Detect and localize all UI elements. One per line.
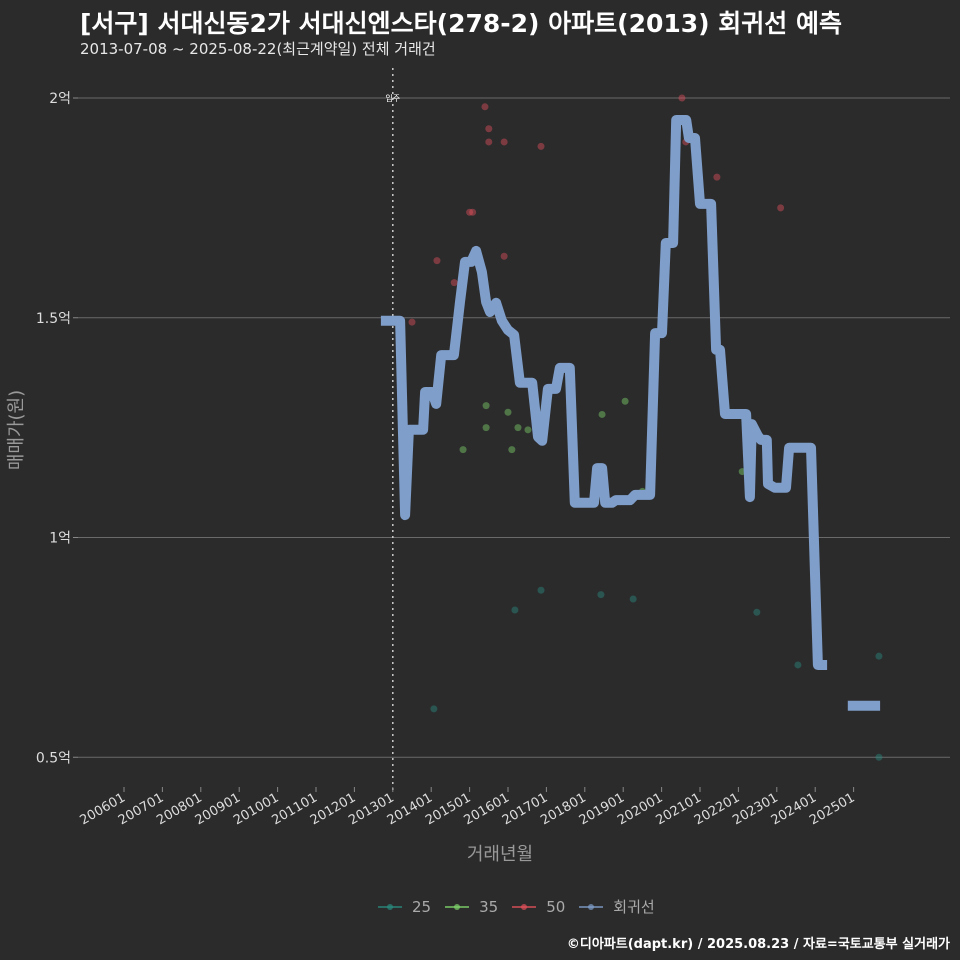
legend-label: 회귀선 <box>613 898 655 916</box>
data-point-50 <box>777 204 785 212</box>
move-in-annotation: 입주 <box>385 94 400 103</box>
data-point-35 <box>514 424 522 432</box>
y-tick-label: 0.5억 <box>36 750 71 766</box>
data-point-50 <box>466 208 474 216</box>
data-point-25 <box>511 606 519 614</box>
legend-item-25: 25 <box>378 898 431 916</box>
legend-key-icon <box>378 903 402 910</box>
legend-item-35: 35 <box>445 898 498 916</box>
legend-key-icon <box>512 903 537 910</box>
data-point-50 <box>481 103 489 111</box>
data-point-25 <box>597 591 605 599</box>
footer-credit: ©디아파트(dapt.kr) / 2025.08.23 / 자료=국토교통부 실… <box>566 937 950 952</box>
data-point-35 <box>621 397 629 405</box>
legend: 25 35 50 회귀선 <box>378 896 655 917</box>
data-point-25 <box>753 608 761 616</box>
legend-item-50: 50 <box>512 898 565 916</box>
legend-label: 50 <box>546 897 566 916</box>
data-point-50 <box>469 208 477 216</box>
data-point-35 <box>508 446 516 454</box>
data-point-50 <box>500 138 508 146</box>
data-point-50 <box>537 142 545 150</box>
data-point-50 <box>408 318 416 326</box>
data-point-25 <box>875 652 883 660</box>
data-point-50 <box>485 138 493 146</box>
y-tick-label: 2억 <box>49 91 71 107</box>
data-point-50 <box>713 173 721 181</box>
legend-key-icon <box>579 903 604 910</box>
data-point-50 <box>485 125 493 133</box>
data-point-25 <box>629 595 637 603</box>
data-point-50 <box>433 257 441 265</box>
legend-item-회귀선: 회귀선 <box>579 896 655 917</box>
chart-title: [서구] 서대신동2가 서대신엔스타(278-2) 아파트(2013) 회귀선 … <box>80 9 843 38</box>
data-point-25 <box>875 753 883 761</box>
y-tick-label: 1억 <box>49 531 71 547</box>
regression-line <box>380 115 881 711</box>
legend-label: 35 <box>479 897 499 916</box>
chart-subtitle: 2013-07-08 ~ 2025-08-22(최근계약일) 전체 거래건 <box>80 40 436 58</box>
y-axis-label: 매매가(원) <box>6 390 27 470</box>
data-point-50 <box>450 279 458 287</box>
data-point-35 <box>524 426 532 434</box>
data-point-35 <box>598 410 606 418</box>
data-point-35 <box>482 424 490 432</box>
legend-label: 25 <box>412 897 432 916</box>
data-point-25 <box>537 586 545 594</box>
data-point-35 <box>504 408 512 416</box>
data-point-35 <box>482 402 490 410</box>
data-point-50 <box>500 252 508 260</box>
x-axis-label: 거래년월 <box>467 844 533 865</box>
data-point-35 <box>459 446 467 454</box>
data-point-25 <box>430 705 438 713</box>
legend-key-icon <box>445 903 470 910</box>
data-point-50 <box>678 94 686 102</box>
y-tick-label: 1.5억 <box>36 311 71 327</box>
data-point-25 <box>794 661 802 669</box>
